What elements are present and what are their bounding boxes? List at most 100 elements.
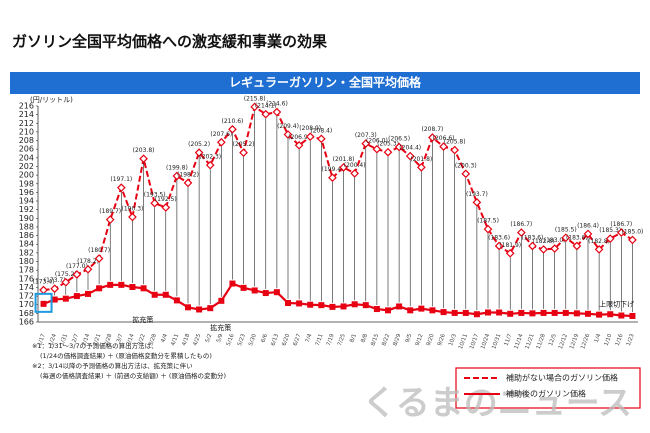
x-tick-label: 6/13 bbox=[270, 333, 280, 347]
x-tick-label: 5/2 bbox=[205, 333, 214, 343]
marker-diamond bbox=[605, 234, 615, 243]
marker-diamond bbox=[628, 235, 637, 245]
x-tick-label: 2/28 bbox=[104, 333, 114, 347]
marker-square bbox=[151, 291, 158, 298]
marker-square bbox=[496, 309, 503, 316]
marker-square bbox=[51, 296, 58, 303]
value-label: (209.4) bbox=[277, 123, 299, 130]
value-label: (183.0) bbox=[544, 237, 566, 244]
marker-square bbox=[562, 309, 569, 316]
marker-square bbox=[407, 307, 414, 314]
note: ※2：3/14以降の予測価格の算出方法は、拡充策に伴い bbox=[32, 361, 193, 370]
x-tick-label: 3/28 bbox=[148, 333, 158, 347]
y-tick-label: 198 bbox=[19, 179, 34, 188]
marker-square bbox=[240, 284, 247, 291]
marker-square bbox=[85, 290, 91, 297]
marker-diamond bbox=[205, 160, 215, 170]
marker-square bbox=[118, 281, 125, 288]
marker-diamond bbox=[250, 102, 260, 112]
marker-square bbox=[40, 300, 47, 307]
marker-diamond bbox=[350, 169, 360, 178]
x-tick-label: 2/7 bbox=[72, 333, 81, 344]
x-tick-label: 3/22 bbox=[137, 333, 147, 347]
x-tick-label: 12/26 bbox=[580, 333, 591, 350]
value-label: (173.7) bbox=[44, 277, 66, 284]
marker-square bbox=[196, 306, 203, 313]
x-tick-label: 10/31 bbox=[491, 333, 502, 350]
marker-square bbox=[529, 310, 536, 317]
value-label: (208.9) bbox=[299, 125, 321, 132]
value-label: (182.8) bbox=[533, 238, 555, 245]
marker-square bbox=[96, 285, 103, 292]
value-label: (200.4) bbox=[344, 162, 366, 169]
marker-diamond bbox=[150, 198, 160, 208]
marker-square bbox=[73, 293, 80, 300]
marker-diamond bbox=[461, 169, 471, 179]
note: (毎週の価格調査結果) ＋ (前週の支給額) ＋ (原油価格の変動分) bbox=[40, 371, 226, 380]
marker-diamond bbox=[94, 254, 104, 263]
x-tick-label: 11/7 bbox=[504, 333, 514, 347]
marker-diamond bbox=[294, 140, 304, 150]
marker-square bbox=[518, 309, 525, 316]
value-label: (199.8) bbox=[166, 164, 188, 171]
value-label: (201.8) bbox=[410, 156, 432, 163]
value-label: (200.3) bbox=[455, 162, 477, 169]
x-tick-label: 1/10 bbox=[604, 333, 614, 347]
y-tick-label: 186 bbox=[19, 231, 34, 240]
value-label: (206.6) bbox=[433, 135, 455, 142]
value-label: (185.3) bbox=[599, 227, 621, 234]
value-label: (205.8) bbox=[444, 139, 466, 146]
marker-square bbox=[362, 302, 369, 309]
value-label: (186.4) bbox=[577, 222, 599, 229]
x-tick-label: 5/23 bbox=[237, 333, 247, 347]
x-tick-label: 1/23 bbox=[626, 333, 636, 347]
marker-diamond bbox=[272, 107, 282, 117]
x-tick-label: 8/22 bbox=[381, 333, 391, 347]
marker-diamond bbox=[172, 171, 182, 181]
value-label: (207.3) bbox=[355, 132, 377, 139]
value-label: (189.7) bbox=[99, 208, 121, 215]
marker-diamond bbox=[216, 137, 226, 147]
marker-square bbox=[229, 280, 236, 287]
annotation: 拡充策 bbox=[210, 323, 231, 332]
y-tick-label: 178 bbox=[19, 266, 34, 275]
marker-diamond bbox=[539, 245, 548, 254]
x-tick-label: 8/8 bbox=[360, 333, 369, 344]
marker-square bbox=[473, 311, 480, 318]
marker-square bbox=[418, 305, 425, 312]
marker-diamond bbox=[405, 151, 415, 161]
value-label: (178.2) bbox=[77, 258, 99, 265]
marker-square bbox=[485, 309, 491, 316]
x-tick-label: 1/4 bbox=[594, 333, 603, 344]
y-tick-label: 206 bbox=[19, 145, 34, 154]
x-tick-label: 11/21 bbox=[525, 333, 536, 350]
marker-diamond bbox=[116, 183, 126, 192]
y-tick-label: 182 bbox=[19, 248, 34, 257]
x-tick-label: 10/11 bbox=[458, 333, 469, 350]
marker-square bbox=[207, 305, 214, 312]
marker-square bbox=[596, 311, 603, 318]
marker-square bbox=[285, 299, 291, 306]
legend-label: 補助がない場合のガソリン価格 bbox=[506, 373, 618, 383]
x-tick-label: 2/14 bbox=[81, 333, 91, 347]
value-label: (177.0) bbox=[66, 263, 88, 270]
marker-diamond bbox=[616, 228, 626, 237]
x-tick-label: 11/28 bbox=[536, 333, 547, 350]
legend-label: 補助後のガソリン価格 bbox=[506, 389, 586, 399]
value-label: (183.6) bbox=[488, 234, 510, 241]
y-tick-label: 190 bbox=[19, 214, 34, 223]
x-tick-label: 8/29 bbox=[393, 333, 403, 347]
value-label: (197.1) bbox=[110, 176, 132, 183]
value-label: (192.5) bbox=[155, 196, 177, 203]
value-label: (183.6) bbox=[566, 234, 588, 241]
marker-square bbox=[162, 291, 169, 298]
marker-square bbox=[273, 289, 280, 296]
value-label: (206.0) bbox=[366, 138, 388, 145]
value-label: (205.2) bbox=[188, 141, 210, 148]
value-label: (190.3) bbox=[122, 206, 144, 213]
header-bar bbox=[10, 72, 640, 94]
x-tick-label: 12/12 bbox=[558, 333, 569, 350]
marker-diamond bbox=[528, 241, 537, 251]
